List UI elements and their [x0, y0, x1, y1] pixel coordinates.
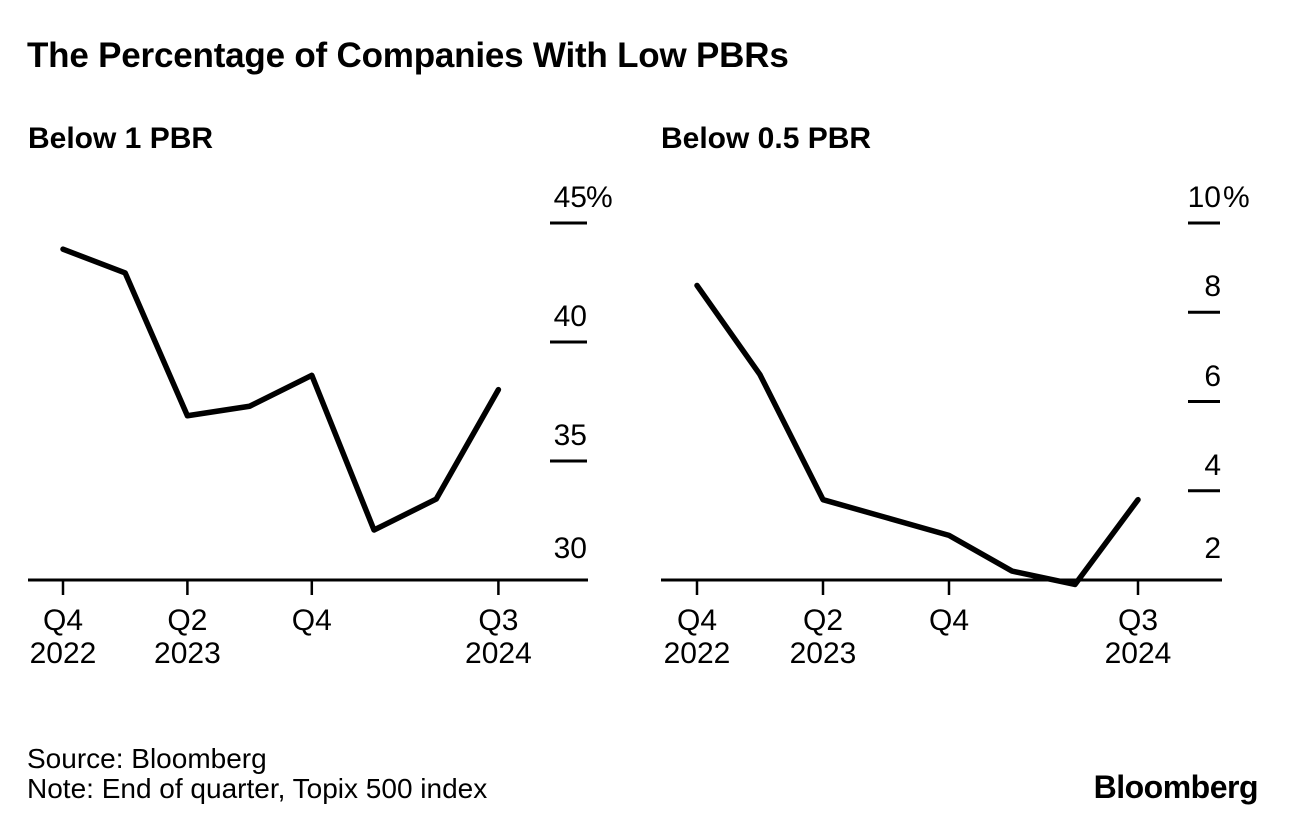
footer-notes: Source: Bloomberg Note: End of quarter, …: [27, 744, 487, 803]
panel-title-below-1-pbr: Below 1 PBR: [28, 122, 214, 155]
x-tick-year: 2022: [663, 637, 731, 670]
x-tick-label: Q4 2022: [617, 604, 777, 670]
y-tick-label: 40: [553, 300, 587, 333]
y-tick-label: 4: [1204, 448, 1221, 482]
x-tick-quarter: Q4: [42, 604, 84, 637]
y-tick-label: 2: [1204, 532, 1221, 565]
x-tick-quarter: Q3: [478, 604, 519, 637]
y-tick-label: 6: [1204, 359, 1221, 393]
y-axis-unit-label: %: [1223, 181, 1250, 214]
y-tick-label: 10: [1187, 181, 1221, 214]
x-tick-quarter: Q4: [291, 604, 332, 637]
x-tick-quarter: Q4: [928, 604, 970, 637]
x-tick-label: Q3 2024: [1058, 604, 1218, 670]
note-line: Note: End of quarter, Topix 500 index: [27, 772, 488, 804]
x-tick-year: 2024: [465, 637, 532, 670]
x-tick-label: Q4 2022: [0, 604, 143, 670]
y-tick-label: 45: [553, 181, 587, 214]
x-tick-year: 2022: [29, 637, 97, 670]
x-tick-label: Q4: [232, 604, 392, 637]
bloomberg-logo: Bloomberg: [1093, 769, 1259, 805]
y-tick-label: 8: [1204, 270, 1221, 304]
y-tick-label: 30: [553, 532, 587, 565]
series-line-below-0-5-pbr: [694, 282, 1141, 588]
x-tick-label: Q2 2023: [107, 604, 267, 670]
y-axis-unit-label: %: [586, 181, 613, 214]
x-tick-label: Q3 2024: [418, 604, 578, 670]
x-tick-quarter: Q4: [676, 604, 718, 637]
x-tick-quarter: Q3: [1117, 604, 1159, 637]
panel-title-below-0-5-pbr: Below 0.5 PBR: [661, 122, 872, 155]
source-line: Source: Bloomberg: [27, 743, 267, 774]
x-tick-label: Q4: [869, 604, 1029, 637]
x-tick-label: Q2 2023: [743, 604, 903, 670]
x-tick-quarter: Q2: [167, 604, 208, 637]
x-tick-quarter: Q2: [802, 604, 844, 637]
x-tick-year: 2024: [1104, 637, 1172, 670]
figure-title: The Percentage of Companies With Low PBR…: [27, 36, 789, 75]
y-tick-label: 35: [553, 419, 587, 452]
series-line-below-1-pbr: [60, 246, 502, 533]
x-tick-year: 2023: [154, 637, 221, 670]
x-tick-year: 2023: [789, 637, 857, 670]
